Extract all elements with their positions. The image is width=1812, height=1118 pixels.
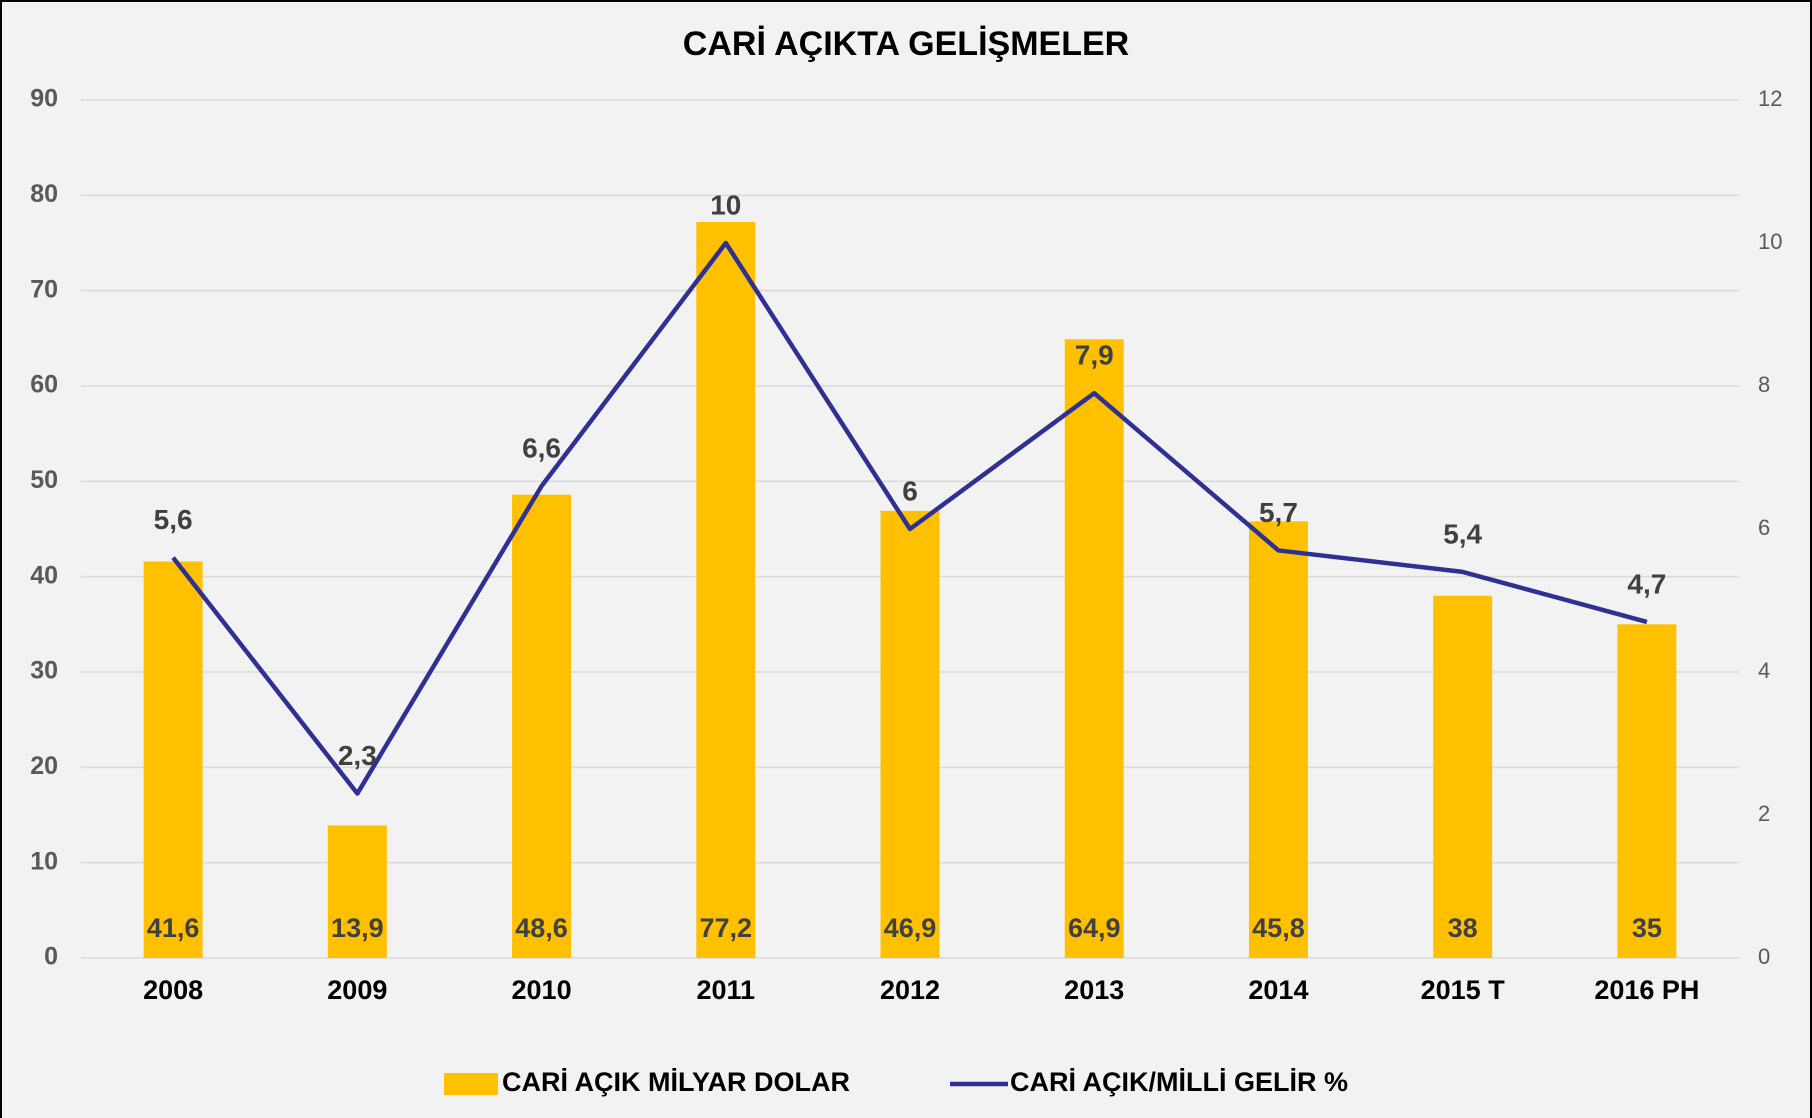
bar-value-label: 45,8 [1252,913,1305,943]
bar-value-label: 13,9 [331,913,384,943]
x-tick-label: 2010 [512,975,572,1005]
y-tick-label: 30 [30,657,58,685]
y-tick-label: 70 [30,275,58,303]
bar-value-label: 46,9 [884,913,937,943]
y-tick-label: 20 [30,752,58,780]
y2-tick-label: 0 [1758,944,1770,969]
bar-value-label: 64,9 [1068,913,1121,943]
x-tick-label: 2014 [1248,975,1308,1005]
y2-tick-label: 2 [1758,801,1770,826]
bar [512,494,572,958]
y2-tick-label: 12 [1758,86,1782,111]
bar [1064,339,1124,959]
bar-value-label: 35 [1632,913,1662,943]
line-value-label: 6 [902,475,918,506]
y2-tick-label: 8 [1758,372,1770,397]
y-tick-label: 40 [30,561,58,589]
line-value-label: 7,9 [1075,340,1114,371]
y-tick-label: 80 [30,180,58,208]
x-tick-label: 2016 PH [1594,975,1699,1005]
line-value-label: 5,7 [1259,497,1298,528]
line-value-label: 10 [710,189,741,220]
x-tick-label: 2011 [696,975,755,1005]
legend-swatch [444,1073,498,1095]
bar [696,222,756,958]
line [171,240,1648,796]
bar [1248,521,1308,958]
bar [1433,595,1493,958]
x-tick-label: 2015 T [1421,975,1506,1005]
y-tick-label: 90 [30,85,58,113]
x-tick-label: 2012 [880,975,940,1005]
bar-value-label: 41,6 [147,913,200,943]
y2-tick-label: 10 [1758,229,1782,254]
bar [327,825,387,958]
y-tick-label: 10 [30,847,58,875]
legend-label: CARİ AÇIK/MİLLİ GELİR % [1010,1067,1348,1097]
y2-tick-label: 6 [1758,515,1770,540]
bar [143,561,203,958]
y-tick-label: 0 [44,943,58,971]
bar [1617,624,1677,958]
line-value-label: 4,7 [1627,568,1666,599]
x-tick-label: 2013 [1064,975,1124,1005]
bar-value-label: 48,6 [515,913,568,943]
y-tick-label: 50 [30,466,58,494]
x-tick-label: 2008 [143,975,203,1005]
bar [880,510,940,958]
y-tick-label: 60 [30,371,58,399]
line-value-label: 5,6 [154,504,193,535]
line-value-label: 2,3 [338,740,377,771]
line-value-label: 5,4 [1443,518,1482,549]
line-value-label: 6,6 [522,432,561,463]
chart-title: CARİ AÇIKTA GELİŞMELER [683,25,1129,63]
bar-value-label: 38 [1448,913,1478,943]
y2-tick-label: 4 [1758,658,1770,683]
bar-value-label: 77,2 [699,913,752,943]
x-tick-label: 2009 [327,975,387,1005]
legend-label: CARİ AÇIK MİLYAR DOLAR [502,1067,850,1097]
